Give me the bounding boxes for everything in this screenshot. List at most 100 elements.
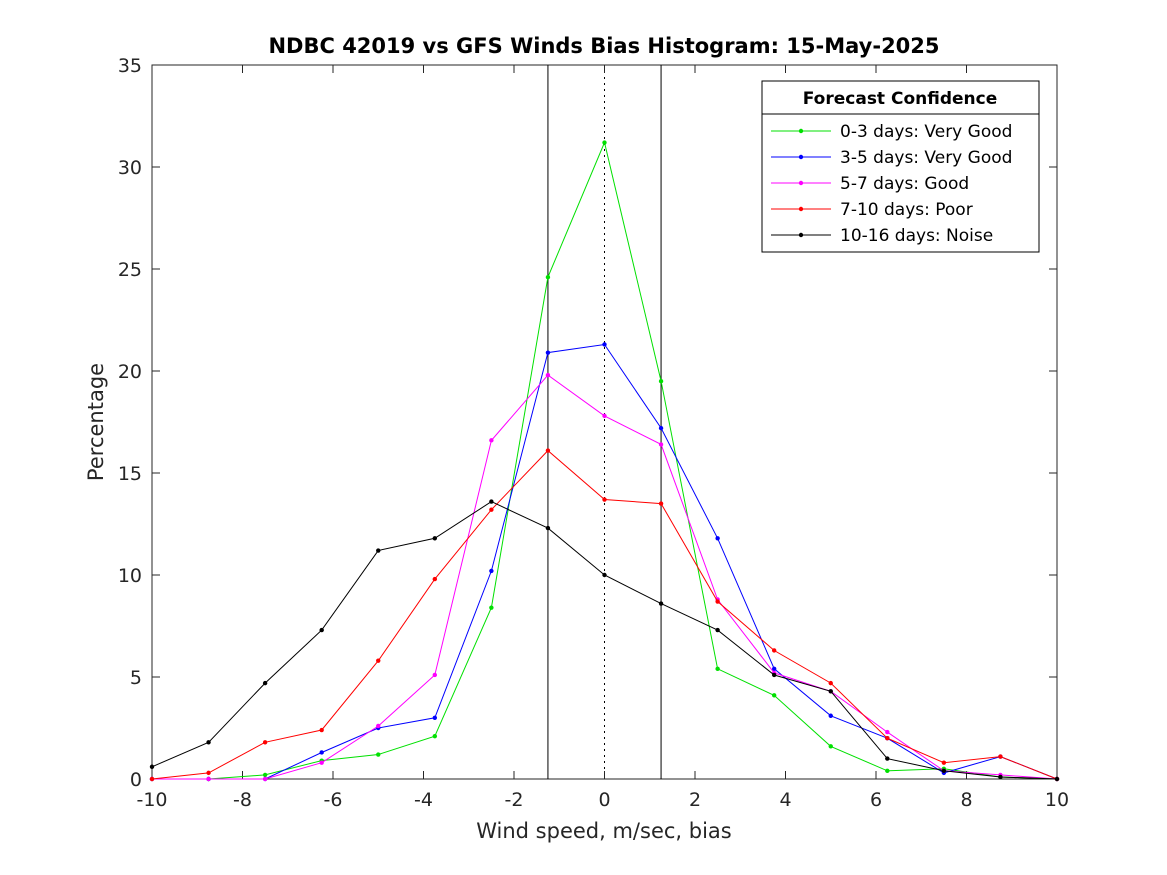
- legend-swatch-marker: [798, 180, 804, 186]
- x-axis-label: Wind speed, m/sec, bias: [476, 819, 732, 843]
- y-axis-label: Percentage: [84, 363, 108, 481]
- series-lines: [149, 140, 1060, 782]
- data-point: [658, 425, 664, 431]
- legend: Forecast Confidence 0-3 days: Very Good 3…: [761, 80, 1040, 253]
- data-point: [545, 350, 551, 355]
- data-point: [658, 501, 664, 506]
- data-point: [828, 713, 833, 718]
- data-point: [206, 770, 211, 776]
- legend-item-3: 7-10 days: Poor: [771, 200, 973, 220]
- data-point: [432, 672, 438, 678]
- data-point: [545, 525, 551, 531]
- data-point: [206, 776, 211, 782]
- y-tick-label: 25: [118, 259, 142, 281]
- x-tick-label: 2: [689, 789, 701, 811]
- data-point: [715, 666, 720, 672]
- y-tick-label: 30: [118, 157, 142, 179]
- data-point: [376, 752, 381, 757]
- data-point: [941, 768, 947, 774]
- data-point: [828, 744, 833, 749]
- x-tick-label: -10: [136, 789, 167, 811]
- data-point: [489, 605, 494, 610]
- x-tick-label: -8: [233, 789, 252, 811]
- data-point: [206, 740, 211, 745]
- data-point: [602, 413, 607, 419]
- data-point: [1054, 776, 1060, 782]
- x-tick-label: -2: [505, 789, 524, 811]
- data-point: [262, 776, 268, 782]
- series-4: [149, 499, 1060, 782]
- data-point: [432, 576, 438, 582]
- data-point: [658, 601, 664, 606]
- x-tick-label: 6: [870, 789, 882, 811]
- x-tick-label: 10: [1045, 789, 1069, 811]
- data-point: [885, 736, 890, 741]
- data-point: [885, 768, 890, 774]
- data-point: [489, 499, 494, 504]
- data-point: [489, 507, 494, 512]
- data-point: [771, 693, 777, 698]
- legend-item-4: 10-16 days: Noise: [771, 226, 993, 246]
- data-point: [376, 548, 381, 553]
- data-point: [828, 689, 833, 694]
- data-point: [602, 497, 607, 502]
- legend-label: 7-10 days: Poor: [840, 200, 973, 220]
- data-point: [715, 627, 720, 633]
- data-point: [828, 680, 833, 686]
- legend-box: [761, 80, 1040, 253]
- data-point: [319, 727, 324, 733]
- chart-title: NDBC 42019 vs GFS Winds Bias Histogram: …: [268, 34, 939, 58]
- y-tick-label: 15: [118, 463, 142, 485]
- data-point: [602, 140, 607, 145]
- data-point: [319, 750, 324, 755]
- data-point: [602, 342, 607, 347]
- legend-item-2: 5-7 days: Good: [771, 174, 969, 194]
- data-point: [602, 572, 607, 578]
- data-point: [432, 715, 438, 720]
- data-point: [771, 648, 777, 653]
- x-tick-label: 4: [779, 789, 791, 811]
- data-point: [319, 760, 324, 765]
- data-point: [545, 372, 551, 378]
- data-point: [262, 680, 268, 686]
- data-point: [715, 599, 720, 604]
- legend-swatch-marker: [798, 154, 804, 160]
- data-point: [489, 568, 494, 574]
- data-point: [489, 438, 494, 443]
- data-point: [262, 772, 268, 778]
- data-point: [658, 442, 664, 447]
- series-2: [149, 372, 1060, 782]
- y-tick-label: 20: [118, 361, 142, 383]
- data-point: [715, 536, 720, 541]
- data-point: [432, 536, 438, 541]
- data-point: [262, 740, 268, 745]
- y-tick-label: 35: [118, 55, 142, 77]
- axis-ticks: -10 -8 -6 -4 -2 0 2 4 6 8 10 0 5 10 15 20 25 30 35: [118, 55, 1069, 811]
- legend-swatch-marker: [798, 128, 804, 134]
- data-point: [376, 658, 381, 663]
- y-tick-label: 0: [130, 769, 142, 791]
- data-point: [432, 733, 438, 739]
- legend-label: 10-16 days: Noise: [840, 226, 993, 246]
- legend-swatch-marker: [798, 206, 804, 212]
- reference-lines: [547, 65, 662, 779]
- data-point: [545, 274, 551, 280]
- x-tick-label: 8: [960, 789, 972, 811]
- data-point: [149, 776, 155, 782]
- legend-label: 0-3 days: Very Good: [840, 122, 1012, 142]
- data-point: [941, 760, 947, 765]
- data-point: [771, 672, 777, 678]
- legend-item-0: 0-3 days: Very Good: [771, 122, 1012, 142]
- x-tick-label: -4: [414, 789, 433, 811]
- legend-swatch-marker: [798, 232, 804, 238]
- data-point: [149, 764, 155, 769]
- y-tick-label: 5: [130, 667, 142, 689]
- x-tick-label: 0: [598, 789, 610, 811]
- data-point: [319, 627, 324, 633]
- data-point: [885, 729, 890, 735]
- data-point: [545, 448, 551, 453]
- legend-label: 3-5 days: Very Good: [840, 148, 1012, 168]
- data-point: [998, 754, 1003, 759]
- x-tick-label: -6: [324, 789, 343, 811]
